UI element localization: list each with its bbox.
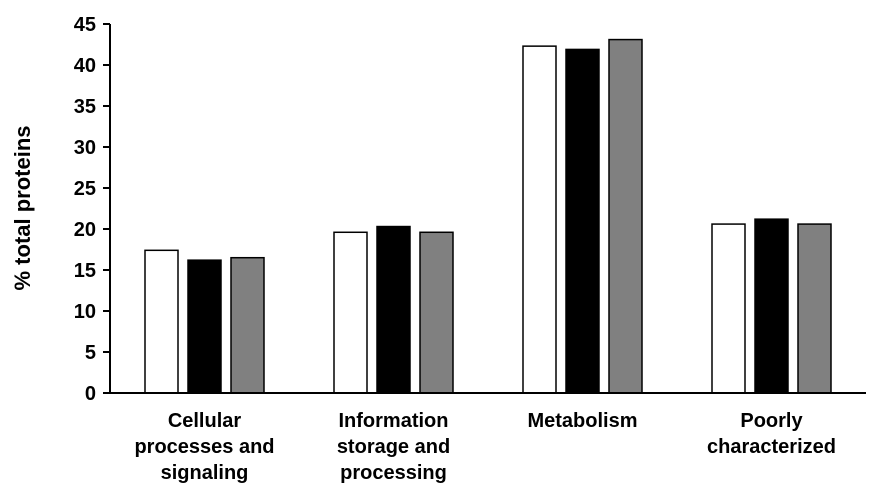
x-tick-label: storage and	[337, 436, 450, 458]
bar-series3-cat2	[419, 231, 454, 394]
x-labels-group: Cellular processes and signaling Informatio…	[134, 410, 836, 484]
x-tick-label: signaling	[161, 462, 249, 484]
bar-series3-cat1	[230, 256, 265, 394]
x-tick-label: processes and	[134, 436, 274, 458]
x-tick-label: processing	[340, 462, 447, 484]
bar-series2-cat1	[187, 259, 222, 394]
y-tick-label: 20	[74, 219, 96, 241]
bar-series2-cat4	[754, 218, 789, 394]
y-tick-label: 15	[74, 260, 96, 282]
y-tick-label: 40	[74, 55, 96, 77]
bar-series3-cat4	[797, 223, 832, 394]
x-tick-label: Information	[339, 410, 449, 432]
bar-series2-cat2	[376, 225, 411, 394]
x-tick-label: Poorly	[740, 410, 803, 432]
y-tick-label: 30	[74, 137, 96, 159]
bar-series2-cat3	[565, 48, 600, 394]
bars-group	[144, 38, 832, 394]
y-tick-label: 35	[74, 96, 96, 118]
y-tick-label: 10	[74, 301, 96, 323]
bar-series1-cat3	[522, 45, 557, 394]
bar-series3-cat3	[608, 38, 643, 394]
axes-group	[109, 24, 866, 394]
y-tick-label: 5	[85, 342, 96, 364]
bar-series1-cat1	[144, 249, 179, 394]
y-axis-label: % total proteins	[10, 125, 35, 290]
bar-series1-cat4	[711, 223, 746, 394]
x-tick-label: Metabolism	[527, 410, 637, 432]
y-tick-label: 45	[74, 14, 96, 36]
y-tick-label: 0	[85, 383, 96, 405]
y-ticks-group: 0 5 10 15 20 25 30 35 40 45	[74, 14, 110, 405]
x-tick-label: characterized	[707, 436, 836, 458]
y-tick-label: 25	[74, 178, 96, 200]
x-tick-label: Cellular	[168, 410, 242, 432]
bar-series1-cat2	[333, 231, 368, 394]
